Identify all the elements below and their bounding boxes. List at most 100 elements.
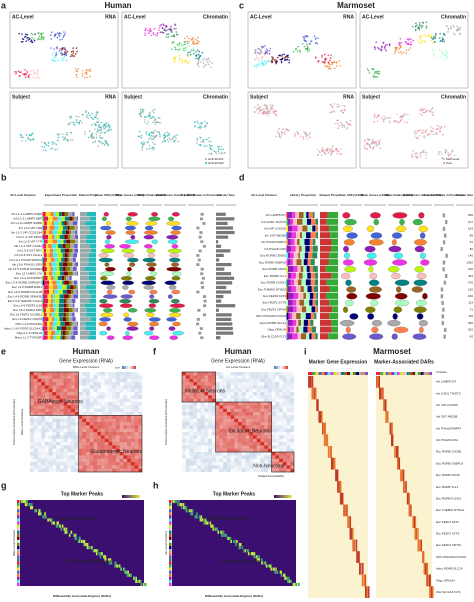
heat-cell — [52, 465, 56, 468]
cell-point — [103, 144, 106, 146]
cell-point — [57, 59, 60, 62]
heat-cell — [282, 425, 287, 429]
cell-point — [404, 41, 406, 43]
cell-point — [144, 29, 146, 32]
proportion-segment — [308, 212, 313, 219]
row-color — [169, 503, 172, 507]
heat-cell — [238, 392, 242, 396]
heat-cell — [97, 435, 102, 439]
heat-cell — [33, 385, 38, 389]
cell-point — [316, 148, 319, 151]
heat-cell — [208, 382, 212, 386]
cell-point — [203, 57, 206, 60]
cell-point — [303, 39, 305, 41]
heat-cell — [241, 455, 246, 459]
heat-cell — [123, 422, 128, 426]
heat-cell — [59, 438, 64, 443]
cell-point — [32, 76, 35, 78]
heat-cell — [108, 448, 113, 453]
heat-cell — [134, 468, 139, 473]
subject-segment — [320, 286, 330, 293]
cell-point — [140, 115, 143, 118]
peak-cell — [275, 567, 277, 571]
label: 71 — [470, 307, 474, 311]
violin — [363, 259, 378, 266]
heat-cell — [271, 465, 276, 469]
heat-cell — [78, 422, 83, 426]
cell-point — [202, 59, 204, 62]
peak-cell — [269, 564, 271, 568]
heat-cell — [82, 375, 87, 379]
heat-cell — [67, 418, 72, 423]
proportion-segment — [62, 317, 67, 322]
heat-cell — [130, 418, 135, 423]
proportion-segment — [44, 276, 48, 281]
cell-point — [349, 119, 352, 122]
cell-point — [40, 33, 43, 36]
cell-point — [146, 123, 148, 125]
proportion-segment — [53, 303, 57, 308]
peak-cell — [190, 509, 193, 513]
heat-cell — [86, 468, 90, 473]
heat-cell — [264, 425, 268, 429]
heat-cell — [185, 415, 190, 419]
peak-cell — [135, 579, 137, 583]
heat-cell — [215, 402, 220, 406]
heat-cell — [189, 382, 194, 386]
cell-point — [268, 49, 271, 52]
peak-cell — [182, 503, 185, 507]
cell-point — [284, 130, 286, 133]
proportion-segment — [57, 239, 61, 244]
cell-point — [205, 58, 208, 61]
heat-cell — [215, 408, 220, 413]
heat-cell — [37, 422, 42, 426]
heat-cell — [44, 432, 49, 436]
heat-cell — [86, 465, 90, 469]
cell-point — [42, 32, 44, 34]
heat-cell — [52, 402, 57, 406]
cell-point — [37, 32, 39, 35]
proportion-segment — [54, 257, 58, 262]
heat-cell — [127, 392, 131, 395]
heat-cell — [64, 429, 68, 432]
cell-point — [40, 32, 43, 35]
cell-point — [168, 134, 170, 136]
heat-cell — [63, 382, 68, 386]
cell-point — [412, 150, 414, 152]
heat-cell — [249, 455, 254, 459]
cell-point — [419, 156, 422, 158]
peak-cell — [189, 509, 191, 513]
proportion-segment — [47, 326, 50, 331]
box — [202, 244, 206, 248]
heat-cell — [108, 455, 113, 459]
heat-cell — [196, 378, 201, 383]
subject-segment — [320, 306, 333, 313]
cell-point — [419, 129, 422, 131]
heat-cell — [204, 415, 208, 418]
heat-cell — [44, 402, 49, 406]
heat-cell — [286, 405, 291, 409]
cell-point — [416, 136, 419, 139]
proportion-segment — [297, 333, 302, 340]
col-color — [404, 372, 406, 375]
heat-cell — [115, 375, 120, 379]
label: e — [1, 346, 6, 356]
heat-cell — [100, 455, 105, 459]
heat-cell — [123, 375, 128, 379]
heat-cell — [279, 428, 283, 433]
cell-point — [210, 140, 212, 143]
heat-cell — [71, 458, 75, 463]
heat-cell — [204, 372, 209, 376]
size-bar — [216, 235, 229, 239]
heat-cell — [275, 412, 280, 416]
peak-cell — [200, 515, 203, 519]
cell-point — [106, 129, 108, 132]
cell-point — [418, 37, 421, 40]
peak-cell — [268, 564, 270, 568]
cell-point — [76, 70, 79, 73]
proportion-segment — [72, 212, 75, 217]
cell-point — [363, 147, 366, 149]
cell-point — [447, 28, 450, 31]
cell-point — [324, 65, 326, 67]
peak-cell — [65, 530, 67, 534]
